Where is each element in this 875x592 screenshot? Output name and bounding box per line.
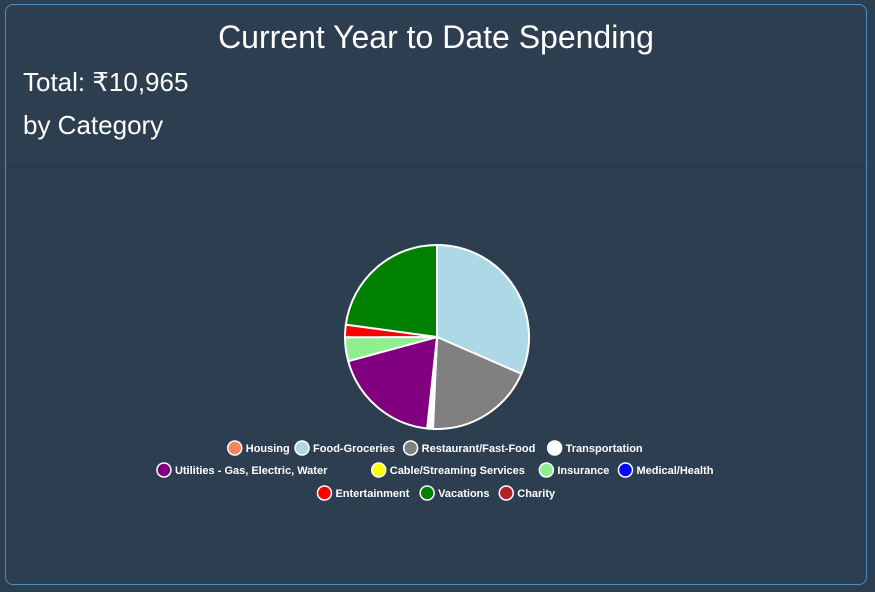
chart-subtitle: by Category [23, 110, 164, 140]
legend-swatch [546, 440, 563, 456]
legend-label: Utilities - Gas, Electric, Water [175, 465, 328, 477]
legend-label: Charity [517, 488, 556, 500]
legend-item-transportation[interactable]: Transportation [546, 440, 643, 456]
legend-item-medical-health[interactable]: Medical/Health [617, 462, 714, 478]
legend-swatch [617, 462, 634, 478]
legend-swatch [316, 485, 333, 501]
legend-item-charity[interactable]: Charity [498, 485, 556, 501]
legend-label: Cable/Streaming Services [390, 465, 525, 477]
pie-slice-food-groceries[interactable] [436, 243, 530, 376]
legend-label: Vacations [438, 488, 489, 500]
legend-swatch [227, 440, 243, 456]
legend-label: Food-Groceries [313, 443, 395, 455]
legend-label: Entertainment [335, 488, 409, 500]
legend-item-vacations[interactable]: Vacations [419, 485, 490, 501]
legend-swatch [402, 440, 419, 456]
legend-label: Restaurant/Fast-Food [422, 443, 536, 455]
legend-item-entertainment[interactable]: Entertainment [316, 485, 410, 501]
legend-swatch [156, 462, 172, 478]
legend-item-restaurant-fast-food[interactable]: Restaurant/Fast-Food [402, 440, 536, 456]
card-header: Current Year to Date Spending Total: ₹10… [6, 5, 866, 168]
legend-item-cable-streaming-services[interactable]: Cable/Streaming Services [371, 462, 525, 478]
legend-swatch [498, 485, 514, 501]
legend-swatch [371, 462, 387, 478]
pie-slice-utilities-gas-electric-water[interactable] [347, 335, 439, 430]
pie-slice-vacations[interactable] [344, 243, 438, 339]
legend-label: Transportation [566, 443, 643, 455]
legend-item-food-groceries[interactable]: Food-Groceries [294, 440, 395, 456]
pie-slice-restaurant-fast-food[interactable] [431, 335, 523, 430]
legend-swatch [419, 485, 435, 501]
legend-label: Housing [246, 443, 290, 455]
legend-item-utilities-gas-electric-water[interactable]: Utilities - Gas, Electric, Water [156, 462, 328, 478]
legend-label: Insurance [557, 465, 609, 477]
legend-swatch [538, 462, 555, 478]
spending-card: Current Year to Date Spending Total: ₹10… [5, 4, 867, 585]
legend-swatch [294, 440, 310, 456]
legend-label: Medical/Health [636, 465, 713, 477]
legend-item-housing[interactable]: Housing [227, 440, 290, 456]
chart-title: Current Year to Date Spending [218, 19, 654, 55]
legend-item-insurance[interactable]: Insurance [538, 462, 609, 478]
total-amount: Total: ₹10,965 [23, 67, 189, 97]
